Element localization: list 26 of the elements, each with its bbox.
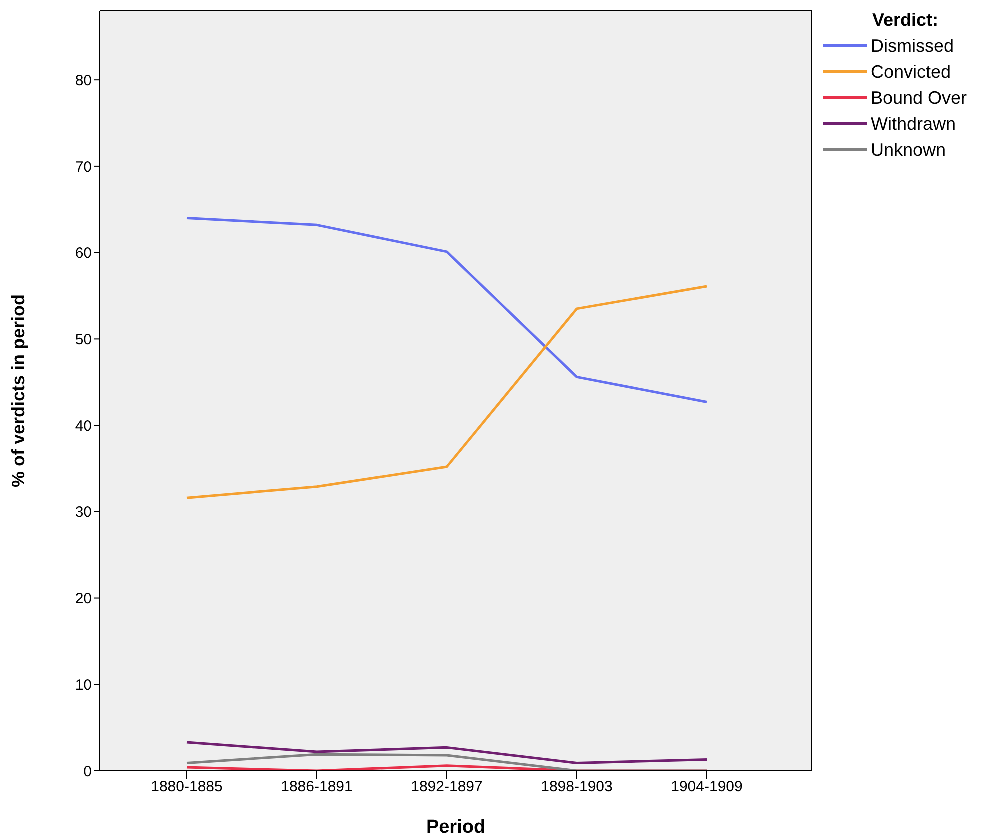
x-tick-label: 1898-1903 — [541, 778, 613, 796]
line-series — [186, 285, 708, 500]
x-axis-title: Period — [426, 817, 486, 837]
y-tick-label: 30 — [75, 504, 92, 522]
legend-label: Unknown — [871, 139, 946, 162]
x-tick-label: 1904-1909 — [671, 778, 743, 796]
legend-title: Verdict: — [871, 10, 940, 31]
legend-label: Convicted — [871, 61, 952, 84]
y-tick-label: 0 — [84, 763, 92, 780]
y-axis-title: % of verdicts in period — [8, 294, 28, 488]
y-tick-label: 40 — [75, 418, 92, 435]
y-tick-label: 20 — [75, 590, 92, 608]
legend-label: Bound Over — [871, 87, 968, 110]
y-tick-label: 10 — [75, 676, 92, 694]
legend-label: Dismissed — [871, 35, 954, 58]
y-tick-label: 50 — [75, 332, 92, 349]
line-series — [186, 753, 708, 771]
x-tick-label: 1880-1885 — [151, 778, 223, 796]
y-tick-label: 80 — [75, 72, 92, 90]
x-tick-label: 1892-1897 — [411, 778, 483, 796]
line-series — [186, 217, 708, 404]
y-tick-label: 60 — [75, 245, 92, 262]
line-series — [186, 741, 708, 764]
legend-label: Withdrawn — [871, 113, 956, 136]
y-tick-label: 70 — [75, 158, 92, 176]
x-tick-label: 1886-1891 — [281, 778, 353, 796]
